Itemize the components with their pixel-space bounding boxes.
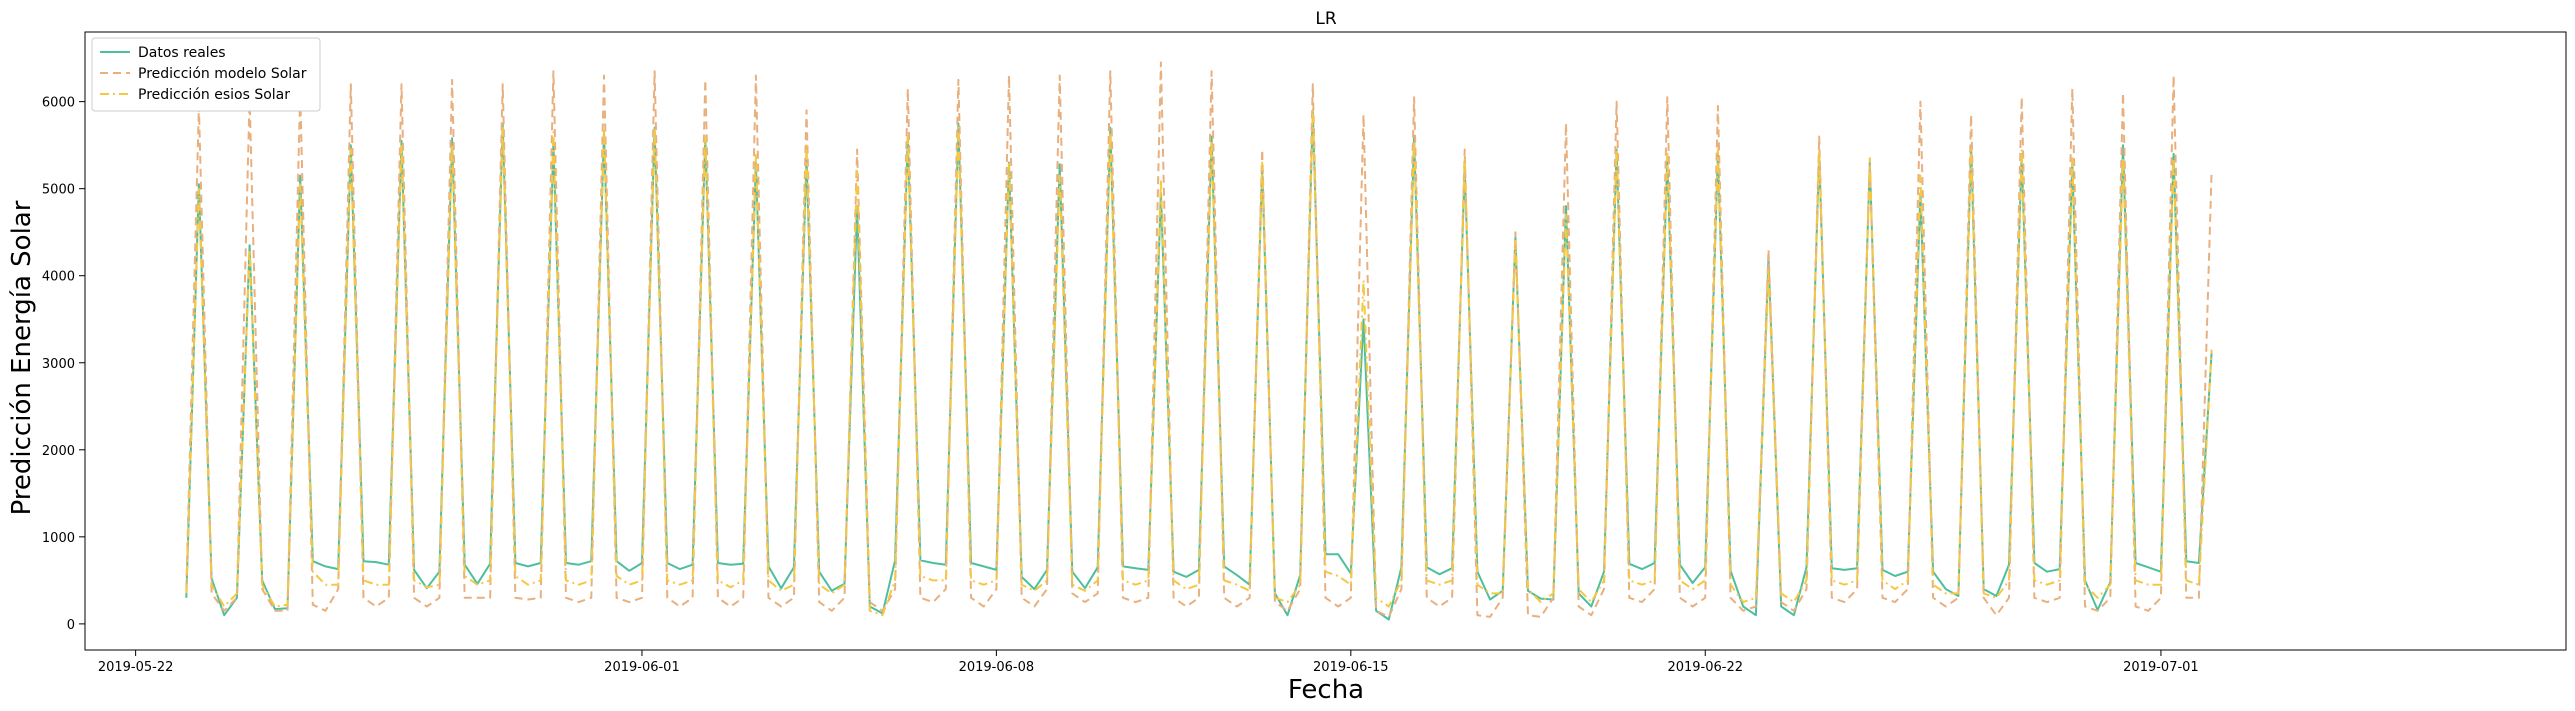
y-tick-label: 6000 (42, 96, 75, 111)
legend: Datos reales Predicción modelo Solar Predi… (91, 37, 321, 112)
x-axis-title: Fecha (1288, 675, 1364, 705)
plot-area (185, 61, 2213, 621)
x-tick-label: 2019-07-01 (2123, 660, 2199, 675)
legend-label-3: Predicción esios Solar (138, 87, 290, 103)
y-tick-label: 0 (67, 618, 75, 633)
x-tick-label: 2019-06-08 (959, 660, 1035, 675)
legend-label-1: Datos reales (138, 45, 226, 61)
y-tick-label: 2000 (42, 444, 75, 459)
legend-box (91, 37, 321, 112)
legend-label-2: Predicción modelo Solar (138, 66, 307, 82)
y-tick-label: 3000 (42, 357, 75, 372)
y-axis-title: Predicción Energía Solar (7, 200, 37, 515)
y-tick-label: 1000 (42, 531, 75, 546)
axes: 0 1000 2000 3000 4000 5000 6000 2019-05-22 2019-… (42, 31, 2567, 675)
plot-frame (84, 31, 2567, 651)
x-tick-label: 2019-06-01 (604, 660, 680, 675)
series-line-3 (185, 109, 2213, 617)
y-tick-label: 4000 (42, 270, 75, 285)
x-tick-label: 2019-06-15 (1313, 660, 1389, 675)
x-tick-label: 2019-06-22 (1667, 660, 1743, 675)
chart-title: LR (1315, 9, 1336, 29)
x-tick-label: 2019-05-22 (98, 660, 174, 675)
y-tick-label: 5000 (42, 183, 75, 198)
